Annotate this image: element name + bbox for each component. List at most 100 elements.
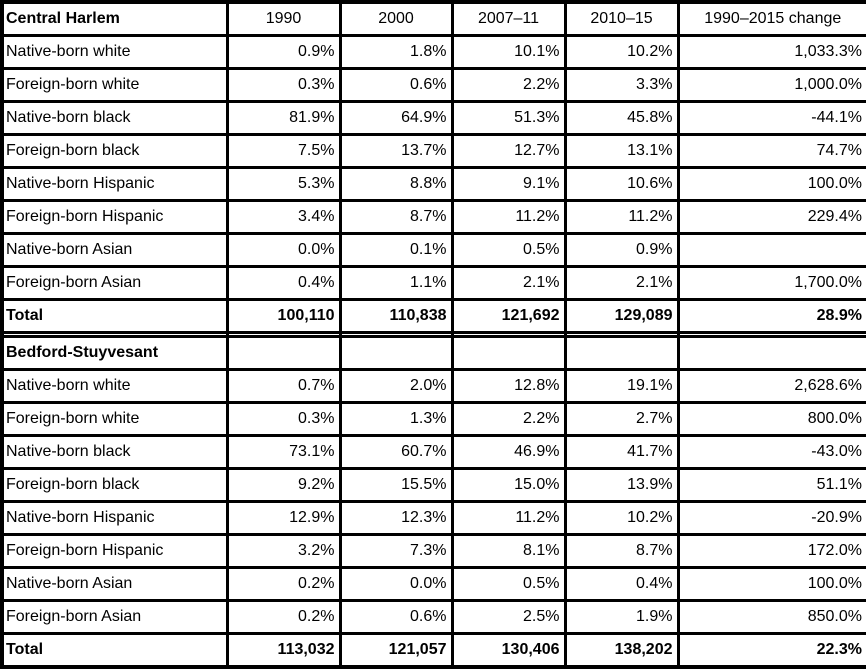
column-header: 1990–2015 change — [676, 0, 866, 38]
cell-value: 2.2% — [450, 67, 567, 104]
table-row: Native-born Asian 0.0% 0.1% 0.5% 0.9% — [0, 231, 866, 268]
cell-value: 2.1% — [450, 264, 567, 301]
table-row: Native-born Hispanic 12.9% 12.3% 11.2% 1… — [0, 499, 866, 536]
cell-value — [676, 231, 866, 268]
cell-value: 3.4% — [225, 198, 342, 235]
cell-value: 73.1% — [225, 433, 342, 470]
total-row: Total 113,032 121,057 130,406 138,202 22… — [0, 631, 866, 669]
cell-value: 0.3% — [225, 401, 342, 437]
row-label: Native-born white — [0, 368, 229, 405]
cell-value: 8.7% — [338, 198, 454, 235]
row-label: Foreign-born Hispanic — [0, 532, 229, 569]
cell-value: 1.1% — [338, 264, 454, 301]
cell-value: 2.5% — [450, 598, 567, 635]
cell-value: 12.8% — [450, 368, 567, 405]
row-label: Native-born Hispanic — [0, 165, 229, 202]
cell-value: 100,110 — [225, 297, 342, 334]
cell-value: 12.7% — [450, 132, 567, 169]
cell-value: 121,692 — [450, 297, 567, 334]
cell-value: 0.2% — [225, 598, 342, 635]
row-label: Native-born black — [0, 433, 229, 470]
cell-value: 51.3% — [450, 100, 567, 136]
cell-value: 850.0% — [676, 598, 866, 635]
cell-value: 3.2% — [225, 532, 342, 569]
cell-value: 81.9% — [225, 100, 342, 136]
row-label: Total — [0, 631, 229, 669]
table-row: Foreign-born black 7.5% 13.7% 12.7% 13.1… — [0, 132, 866, 169]
cell-value: 10.6% — [563, 165, 680, 202]
cell-value: -20.9% — [676, 499, 866, 536]
table-row: Foreign-born white 0.3% 1.3% 2.2% 2.7% 8… — [0, 401, 866, 437]
row-label: Native-born Asian — [0, 565, 229, 602]
table-row: Native-born black 73.1% 60.7% 46.9% 41.7… — [0, 433, 866, 470]
cell-value: 229.4% — [676, 198, 866, 235]
table-row: Foreign-born white 0.3% 0.6% 2.2% 3.3% 1… — [0, 67, 866, 104]
empty-cell — [450, 335, 567, 372]
cell-value: 2.0% — [338, 368, 454, 405]
table-row: Native-born white 0.7% 2.0% 12.8% 19.1% … — [0, 368, 866, 405]
cell-value: 10.2% — [563, 34, 680, 71]
header-row: Central Harlem 1990 2000 2007–11 2010–15… — [0, 0, 866, 38]
row-label: Native-born Hispanic — [0, 499, 229, 536]
cell-value: 15.0% — [450, 466, 567, 503]
cell-value: 8.8% — [338, 165, 454, 202]
cell-value: -43.0% — [676, 433, 866, 470]
cell-value: 1.3% — [338, 401, 454, 437]
cell-value: 0.3% — [225, 67, 342, 104]
cell-value: 129,089 — [563, 297, 680, 334]
table-row: Native-born black 81.9% 64.9% 51.3% 45.8… — [0, 100, 866, 136]
cell-value: 113,032 — [225, 631, 342, 669]
cell-value: 1.8% — [338, 34, 454, 71]
cell-value: 15.5% — [338, 466, 454, 503]
cell-value: 10.2% — [563, 499, 680, 536]
empty-cell — [563, 335, 680, 372]
cell-value: 0.4% — [225, 264, 342, 301]
row-label: Foreign-born black — [0, 132, 229, 169]
cell-value: 138,202 — [563, 631, 680, 669]
cell-value: 0.6% — [338, 67, 454, 104]
cell-value: 1,700.0% — [676, 264, 866, 301]
cell-value: 5.3% — [225, 165, 342, 202]
row-label: Foreign-born Asian — [0, 264, 229, 301]
row-label: Foreign-born Asian — [0, 598, 229, 635]
cell-value: 0.4% — [563, 565, 680, 602]
cell-value: 9.1% — [450, 165, 567, 202]
row-label: Native-born white — [0, 34, 229, 71]
cell-value: 0.9% — [563, 231, 680, 268]
cell-value: 0.5% — [450, 231, 567, 268]
cell-value: 60.7% — [338, 433, 454, 470]
cell-value: 800.0% — [676, 401, 866, 437]
empty-cell — [676, 335, 866, 372]
spacer-row — [0, 330, 866, 339]
table-row: Native-born white 0.9% 1.8% 10.1% 10.2% … — [0, 34, 866, 71]
cell-value: 0.0% — [338, 565, 454, 602]
empty-cell — [563, 330, 680, 339]
cell-value: 0.5% — [450, 565, 567, 602]
column-header: 2007–11 — [450, 0, 567, 38]
cell-value: 2,628.6% — [676, 368, 866, 405]
cell-value: 0.2% — [225, 565, 342, 602]
cell-value: 11.2% — [450, 198, 567, 235]
cell-value: 9.2% — [225, 466, 342, 503]
section-header: Bedford-Stuyvesant — [0, 335, 229, 372]
cell-value: 22.3% — [676, 631, 866, 669]
row-label: Foreign-born white — [0, 67, 229, 104]
column-header: 2000 — [338, 0, 454, 38]
table-row: Foreign-born Hispanic 3.2% 7.3% 8.1% 8.7… — [0, 532, 866, 569]
section-row: Bedford-Stuyvesant — [0, 335, 866, 372]
empty-cell — [0, 330, 229, 339]
table-row: Foreign-born black 9.2% 15.5% 15.0% 13.9… — [0, 466, 866, 503]
row-label: Foreign-born black — [0, 466, 229, 503]
row-label: Total — [0, 297, 229, 334]
total-row: Total 100,110 110,838 121,692 129,089 28… — [0, 297, 866, 334]
column-header: 2010–15 — [563, 0, 680, 38]
cell-value: 8.7% — [563, 532, 680, 569]
cell-value: 13.9% — [563, 466, 680, 503]
cell-value: 0.6% — [338, 598, 454, 635]
cell-value: 19.1% — [563, 368, 680, 405]
table-row: Native-born Asian 0.2% 0.0% 0.5% 0.4% 10… — [0, 565, 866, 602]
cell-value: 110,838 — [338, 297, 454, 334]
cell-value: 130,406 — [450, 631, 567, 669]
cell-value: 121,057 — [338, 631, 454, 669]
